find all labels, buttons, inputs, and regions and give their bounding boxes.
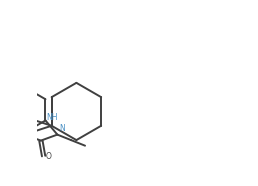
Text: N: N — [60, 124, 65, 133]
Text: O: O — [46, 152, 52, 161]
Text: NH: NH — [46, 113, 57, 122]
